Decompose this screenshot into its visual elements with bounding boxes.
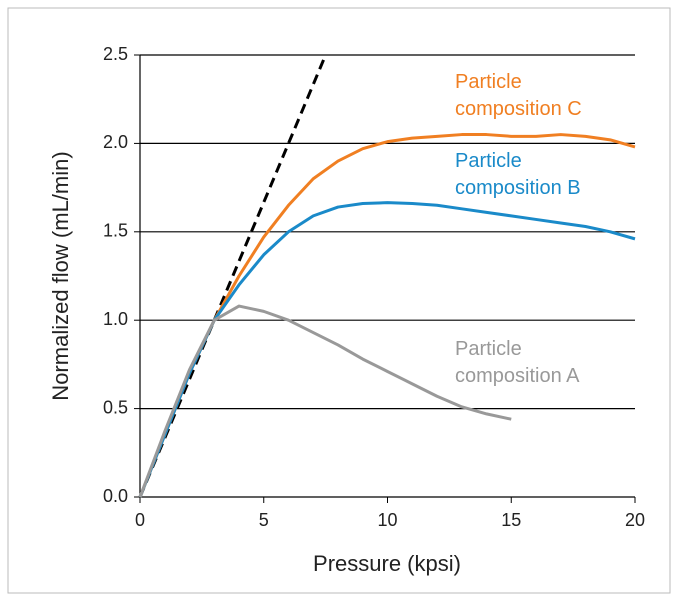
series-line	[138, 304, 512, 498]
y-tick-label: 0.5	[103, 397, 128, 417]
x-tick-label: 10	[377, 510, 397, 530]
y-tick-label: 1.0	[103, 309, 128, 329]
series-label: Particle composition A	[455, 338, 580, 387]
series-line	[138, 133, 636, 498]
y-tick-label: 0.0	[103, 486, 128, 506]
series-label: Particle composition C	[455, 71, 582, 120]
x-tick-label: 5	[259, 510, 269, 530]
x-tick-label: 0	[135, 510, 145, 530]
x-tick-label: 20	[625, 510, 645, 530]
x-axis-title: Pressure (kpsi)	[313, 551, 461, 576]
y-tick-label: 2.0	[103, 132, 128, 152]
series-label: Particle composition B	[455, 150, 581, 199]
x-tick-label: 15	[501, 510, 521, 530]
series-line	[138, 201, 636, 498]
y-tick-label: 2.5	[103, 44, 128, 64]
y-axis-title: Normalized flow (mL/min)	[48, 151, 73, 400]
y-tick-label: 1.5	[103, 221, 128, 241]
frame	[7, 7, 671, 594]
